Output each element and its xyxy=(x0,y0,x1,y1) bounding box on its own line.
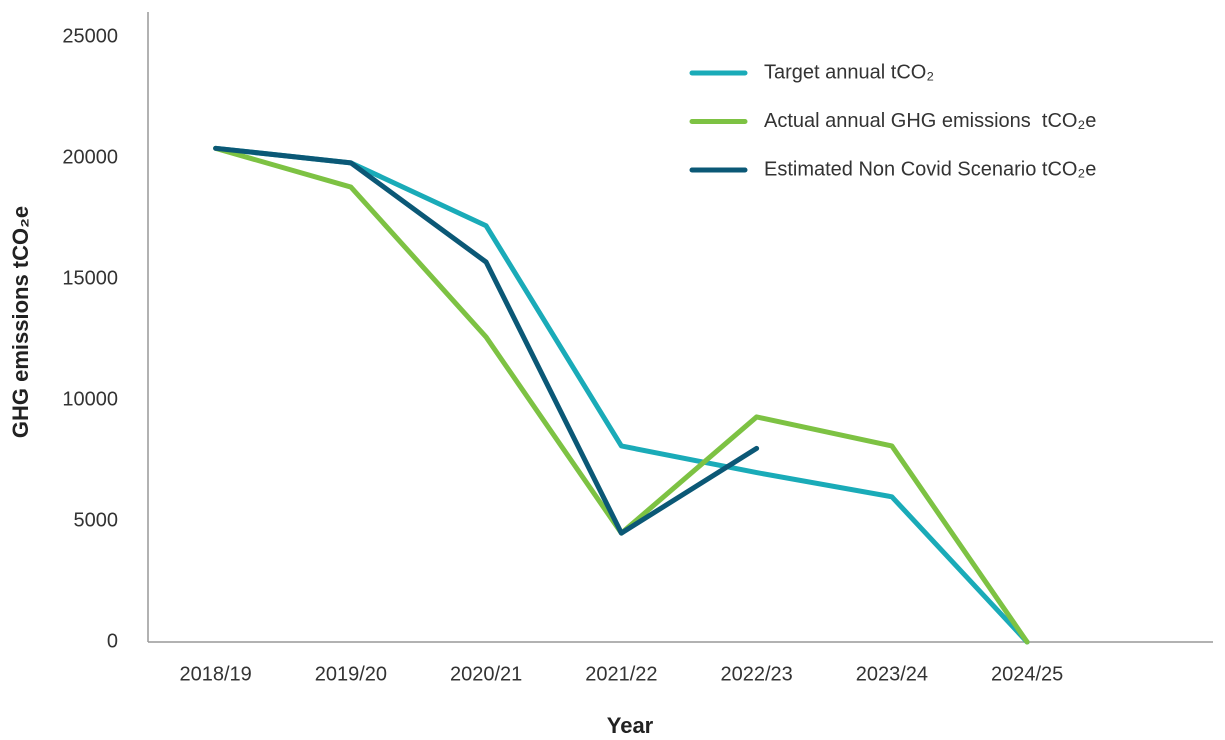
x-tick-label: 2023/24 xyxy=(856,663,928,685)
x-tick-label: 2021/22 xyxy=(585,663,657,685)
y-tick-label: 5000 xyxy=(74,509,119,531)
y-tick-label: 0 xyxy=(107,630,118,652)
x-tick-label: 2024/25 xyxy=(991,663,1063,685)
legend-label: Target annual tCO₂ xyxy=(764,61,934,83)
x-tick-label: 2020/21 xyxy=(450,663,522,685)
x-tick-label: 2019/20 xyxy=(315,663,387,685)
legend-label: Actual annual GHG emissions tCO₂e xyxy=(764,110,1096,132)
series-line xyxy=(213,145,1030,645)
y-tick-label: 20000 xyxy=(62,146,118,168)
series-line xyxy=(213,145,1030,645)
y-tick-label: 15000 xyxy=(62,267,118,289)
series-line xyxy=(213,145,760,536)
y-axis-title: GHG emissions tCO₂e xyxy=(8,206,33,438)
x-axis-title: Year xyxy=(607,713,654,738)
y-tick-label: 25000 xyxy=(62,25,118,47)
x-tick-label: 2022/23 xyxy=(720,663,792,685)
legend-label: Estimated Non Covid Scenario tCO₂e xyxy=(764,158,1096,180)
y-tick-label: 10000 xyxy=(62,388,118,410)
x-tick-label: 2018/19 xyxy=(179,663,251,685)
